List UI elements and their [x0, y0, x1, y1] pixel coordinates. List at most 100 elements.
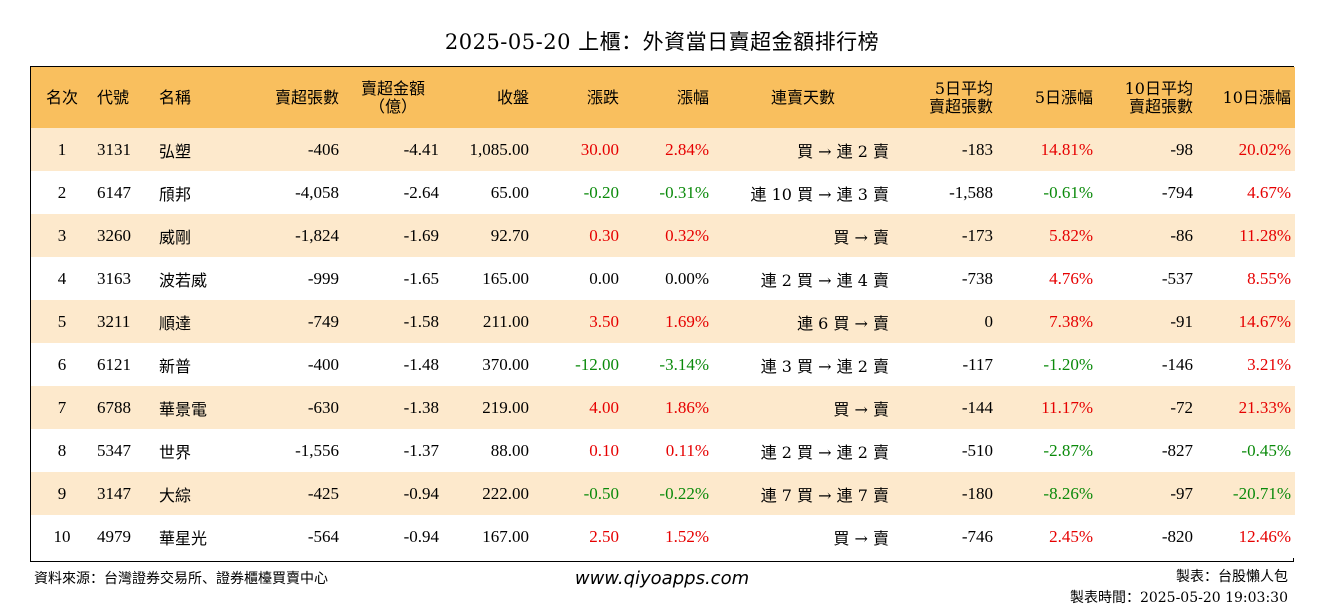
ranking-table: 名次 代號 名稱 賣超張數 賣超金額 （億） 收盤 漲跌 漲幅 連賣天數 5日平…	[30, 66, 1295, 562]
cell-change: -0.50	[533, 472, 623, 515]
cell-rank: 5	[31, 300, 93, 343]
cell-avg10: -827	[1097, 429, 1197, 472]
cell-name: 波若威	[155, 257, 239, 300]
cell-change-pct: 2.84%	[623, 128, 713, 171]
cell-avg5: -510	[893, 429, 997, 472]
cell-pct5: -1.20%	[997, 343, 1097, 386]
table-row: 4 3163 波若威 -999 -1.65 165.00 0.00 0.00% 連 2 買 → …	[31, 257, 1295, 300]
header-code: 代號	[93, 67, 155, 128]
cell-name: 弘塑	[155, 128, 239, 171]
cell-avg10: -91	[1097, 300, 1197, 343]
cell-sell-shares: -1,556	[239, 429, 343, 472]
cell-pct5: 14.81%	[997, 128, 1097, 171]
cell-pct10: 20.02%	[1197, 128, 1295, 171]
header-avg5-line2: 賣超張數	[928, 96, 993, 116]
cell-change: 0.10	[533, 429, 623, 472]
cell-streak: 連 3 買 → 連 2 賣	[713, 343, 893, 386]
cell-name: 新普	[155, 343, 239, 386]
cell-pct10: -0.45%	[1197, 429, 1295, 472]
cell-rank: 1	[31, 128, 93, 171]
made-time: 製表時間：2025-05-20 19:03:30	[1069, 590, 1288, 606]
cell-change-pct: -0.31%	[623, 171, 713, 214]
cell-code: 6121	[93, 343, 155, 386]
cell-close: 222.00	[443, 472, 533, 515]
cell-sell-amount: -2.64	[343, 171, 443, 214]
header-sell-amount-line2: （億）	[368, 96, 417, 116]
cell-code: 3211	[93, 300, 155, 343]
cell-change-pct: 0.00%	[623, 257, 713, 300]
cell-pct5: 7.38%	[997, 300, 1097, 343]
table-row: 3 3260 威剛 -1,824 -1.69 92.70 0.30 0.32% 買 → 賣 -17…	[31, 214, 1295, 257]
cell-sell-shares: -425	[239, 472, 343, 515]
table-row: 2 6147 頎邦 -4,058 -2.64 65.00 -0.20 -0.31% 連 10 買…	[31, 171, 1295, 214]
cell-streak: 買 → 賣	[713, 214, 893, 257]
cell-rank: 2	[31, 171, 93, 214]
table-header-row: 名次 代號 名稱 賣超張數 賣超金額 （億） 收盤 漲跌 漲幅 連賣天數 5日平…	[31, 67, 1295, 128]
header-avg5: 5日平均 賣超張數	[893, 67, 997, 128]
cell-close: 165.00	[443, 257, 533, 300]
cell-change: 3.50	[533, 300, 623, 343]
cell-pct10: 3.21%	[1197, 343, 1295, 386]
cell-pct5: -8.26%	[997, 472, 1097, 515]
table-row: 10 4979 華星光 -564 -0.94 167.00 2.50 1.52% 買 → 賣 -7…	[31, 515, 1295, 558]
cell-avg10: -794	[1097, 171, 1197, 214]
cell-rank: 9	[31, 472, 93, 515]
cell-streak: 買 → 賣	[713, 515, 893, 558]
cell-change: -0.20	[533, 171, 623, 214]
cell-rank: 6	[31, 343, 93, 386]
website-url: www.qiyoapps.com	[574, 568, 750, 589]
cell-sell-amount: -0.94	[343, 515, 443, 558]
cell-name: 世界	[155, 429, 239, 472]
cell-pct10: 4.67%	[1197, 171, 1295, 214]
header-change-pct: 漲幅	[623, 67, 713, 128]
cell-sell-shares: -630	[239, 386, 343, 429]
cell-sell-amount: -4.41	[343, 128, 443, 171]
table-row: 5 3211 順達 -749 -1.58 211.00 3.50 1.69% 連 6 買 → 賣…	[31, 300, 1295, 343]
cell-streak: 連 2 買 → 連 2 賣	[713, 429, 893, 472]
cell-pct5: 4.76%	[997, 257, 1097, 300]
cell-name: 華景電	[155, 386, 239, 429]
cell-name: 順達	[155, 300, 239, 343]
cell-change-pct: 1.52%	[623, 515, 713, 558]
cell-pct5: -0.61%	[997, 171, 1097, 214]
cell-name: 大綜	[155, 472, 239, 515]
table-row: 9 3147 大綜 -425 -0.94 222.00 -0.50 -0.22% 連 7 買 →…	[31, 472, 1295, 515]
cell-sell-shares: -1,824	[239, 214, 343, 257]
cell-streak: 買 → 賣	[713, 386, 893, 429]
cell-sell-shares: -999	[239, 257, 343, 300]
cell-rank: 8	[31, 429, 93, 472]
cell-change-pct: -0.22%	[623, 472, 713, 515]
table-row: 7 6788 華景電 -630 -1.38 219.00 4.00 1.86% 買 → 賣 -14…	[31, 386, 1295, 429]
cell-sell-amount: -1.48	[343, 343, 443, 386]
cell-code: 6147	[93, 171, 155, 214]
cell-rank: 3	[31, 214, 93, 257]
cell-avg5: -144	[893, 386, 997, 429]
cell-sell-amount: -1.69	[343, 214, 443, 257]
header-streak: 連賣天數	[713, 67, 893, 128]
cell-code: 3260	[93, 214, 155, 257]
cell-change: 0.30	[533, 214, 623, 257]
cell-rank: 4	[31, 257, 93, 300]
table-row: 6 6121 新普 -400 -1.48 370.00 -12.00 -3.14% 連 3 買 …	[31, 343, 1295, 386]
cell-avg5: -738	[893, 257, 997, 300]
cell-avg10: -86	[1097, 214, 1197, 257]
header-avg10-line2: 賣超張數	[1128, 96, 1193, 116]
header-avg10: 10日平均 賣超張數	[1097, 67, 1197, 128]
cell-pct5: 2.45%	[997, 515, 1097, 558]
cell-change-pct: 1.86%	[623, 386, 713, 429]
cell-rank: 10	[31, 515, 93, 558]
cell-close: 1,085.00	[443, 128, 533, 171]
cell-pct10: 11.28%	[1197, 214, 1295, 257]
header-rank: 名次	[31, 67, 93, 128]
table-row: 1 3131 弘塑 -406 -4.41 1,085.00 30.00 2.84% 買 → 連 …	[31, 128, 1295, 171]
cell-close: 370.00	[443, 343, 533, 386]
header-change: 漲跌	[533, 67, 623, 128]
cell-code: 4979	[93, 515, 155, 558]
cell-sell-amount: -1.58	[343, 300, 443, 343]
cell-sell-amount: -1.65	[343, 257, 443, 300]
cell-code: 3163	[93, 257, 155, 300]
cell-sell-shares: -400	[239, 343, 343, 386]
cell-change: -12.00	[533, 343, 623, 386]
cell-close: 167.00	[443, 515, 533, 558]
cell-sell-amount: -0.94	[343, 472, 443, 515]
